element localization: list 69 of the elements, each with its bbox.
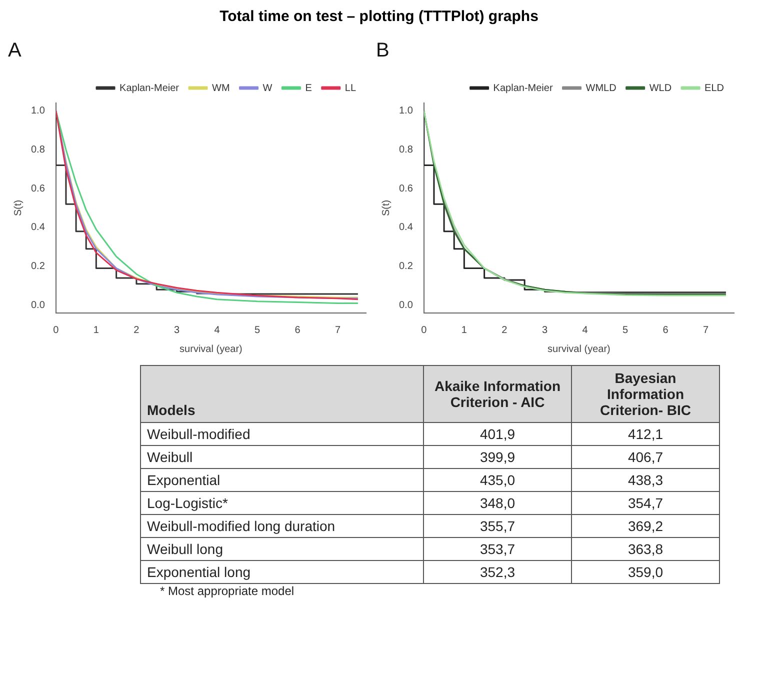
x-tick-label: 3 [174, 324, 180, 336]
text: Exponential long [140, 560, 424, 584]
x-tick-label: 4 [582, 324, 588, 336]
chart-title: B [376, 40, 390, 62]
text: Exponential [140, 468, 424, 492]
text: Akaike Information Criterion - AIC [424, 366, 572, 422]
text: Weibull long [140, 538, 424, 560]
text: 401,9 [424, 422, 572, 446]
text: Log-Logistic* [140, 492, 424, 514]
y-tick-label: 0.8 [398, 144, 414, 156]
x-tick-label: 5 [622, 324, 628, 336]
text: Weibull [140, 446, 424, 468]
text: 435,0 [424, 468, 572, 492]
legend-label: E [305, 82, 312, 94]
text: 438,3 [572, 468, 720, 492]
x-tick-label: 0 [53, 324, 60, 336]
x-tick-label: 2 [134, 324, 140, 336]
x-tick-label: 0 [421, 324, 428, 336]
y-tick-label: 0.4 [30, 222, 46, 234]
legend-label: WLD [649, 82, 672, 94]
text: 352,3 [424, 560, 572, 584]
x-tick-label: 7 [703, 324, 710, 336]
text: 359,0 [572, 560, 720, 584]
x-tick-label: 2 [502, 324, 508, 336]
text: 412,1 [572, 422, 720, 446]
legend-label: Kaplan-Meier [120, 82, 180, 94]
y-tick-label: 0.0 [398, 300, 414, 311]
legend-label: ELD [704, 82, 724, 94]
text: Models [140, 366, 424, 422]
text: 399,9 [424, 446, 572, 468]
y-axis-title: S(t) [380, 200, 392, 216]
legend-label: WMLD [586, 82, 616, 94]
text: 406,7 [572, 446, 720, 468]
x-tick-label: 5 [254, 324, 260, 336]
text: 353,7 [424, 538, 572, 560]
x-tick-label: 6 [294, 324, 301, 336]
y-axis-title: S(t) [12, 200, 24, 216]
chart-title: A [8, 40, 22, 62]
text: * Most appropriate model [160, 584, 296, 598]
y-tick-label: 0.6 [398, 183, 414, 194]
legend-label: WM [212, 82, 230, 94]
legend-label: W [262, 82, 273, 94]
legend-label: LL [344, 82, 356, 94]
y-tick-label: 0.2 [398, 261, 414, 272]
text: Weibull-modified long duration [140, 514, 424, 538]
text: Total time on test – plotting (TTTPlot) graphs [218, 8, 540, 25]
x-tick-label: 1 [93, 324, 100, 336]
y-tick-label: 0.6 [30, 183, 46, 194]
text: 348,0 [424, 492, 572, 514]
text: Weibull-modified [140, 422, 424, 446]
text: 355,7 [424, 514, 572, 538]
text: 369,2 [572, 514, 720, 538]
y-tick-label: 0.4 [398, 222, 414, 234]
text: 354,7 [572, 492, 720, 514]
legend-label: Kaplan-Meier [493, 82, 554, 94]
y-tick-label: 1.0 [30, 106, 46, 117]
text: Bayesian Information Criterion- BIC [572, 366, 720, 422]
x-tick-label: 4 [214, 324, 220, 336]
x-tick-label: 1 [461, 324, 468, 336]
x-tick-label: 7 [335, 324, 342, 336]
y-tick-label: 0.8 [30, 144, 46, 156]
x-axis-title: survival (year) [180, 344, 242, 355]
y-tick-label: 0.2 [30, 261, 46, 272]
y-tick-label: 0.0 [30, 300, 46, 311]
y-tick-label: 1.0 [398, 106, 414, 117]
text: 363,8 [572, 538, 720, 560]
x-axis-title: survival (year) [548, 344, 610, 355]
x-tick-label: 6 [662, 324, 669, 336]
x-tick-label: 3 [542, 324, 548, 336]
